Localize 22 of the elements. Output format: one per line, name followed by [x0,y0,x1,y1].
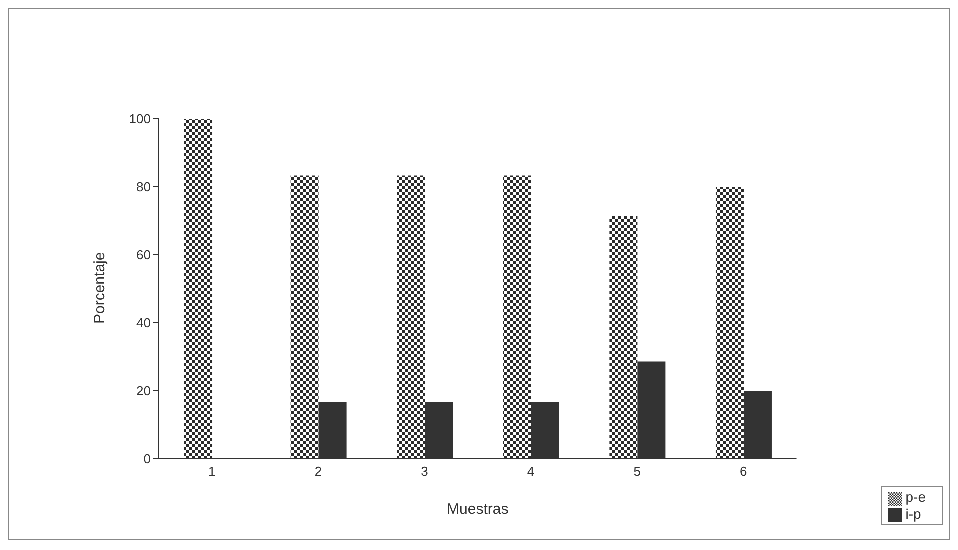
x-tick-label: 6 [740,464,748,480]
legend-label: p-e [906,489,926,506]
x-tick-label: 4 [527,464,535,480]
y-tick-label: 20 [136,384,151,399]
x-tick-label: 3 [421,464,428,480]
x-tick-label: 1 [208,464,216,480]
x-tick-label: 5 [634,464,641,480]
y-tick-label: 0 [144,452,151,467]
legend-label: i-p [906,506,922,522]
x-axis-title: Muestras [447,501,509,518]
y-tick-label: 80 [136,180,151,195]
y-tick-label: 100 [129,112,151,127]
bar [610,216,638,459]
bar [290,176,319,459]
bar [397,176,426,459]
bar [716,187,744,459]
y-tick-label: 40 [136,316,151,331]
bar [503,176,532,459]
bar [184,119,213,459]
x-tick-label: 2 [314,464,322,480]
y-tick-label: 60 [136,248,151,263]
y-axis-title: Porcentaje [91,252,108,324]
